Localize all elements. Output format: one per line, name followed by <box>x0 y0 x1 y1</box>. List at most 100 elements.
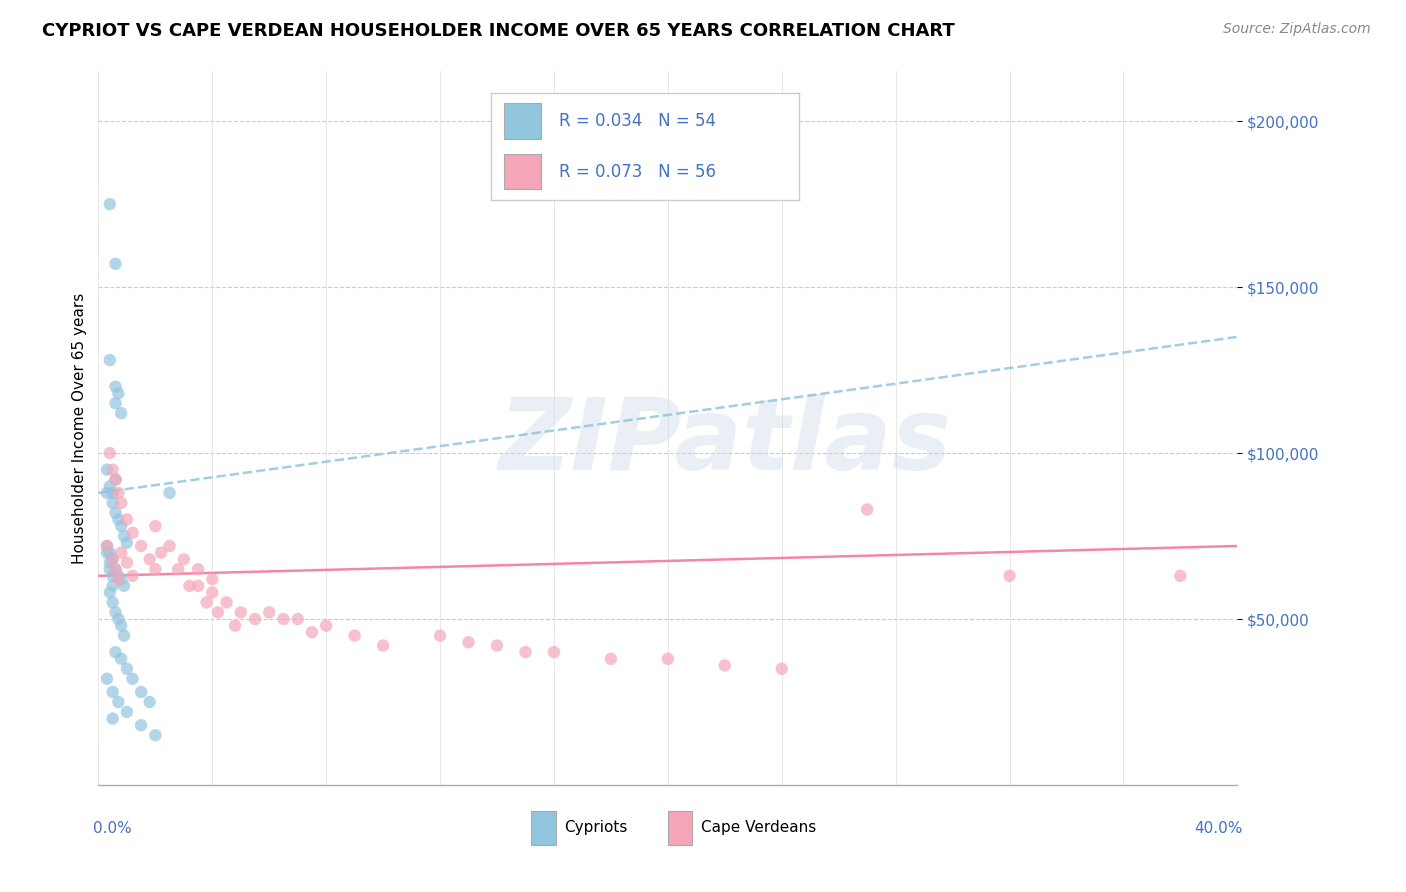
Point <box>107 612 129 626</box>
Point <box>104 379 127 393</box>
Point <box>96 486 118 500</box>
Point <box>167 562 190 576</box>
Point <box>187 579 209 593</box>
Text: 40.0%: 40.0% <box>1195 821 1243 836</box>
Point <box>429 629 451 643</box>
Point <box>104 606 127 620</box>
Text: Source: ZipAtlas.com: Source: ZipAtlas.com <box>1223 22 1371 37</box>
Point <box>98 585 121 599</box>
Point <box>98 353 121 368</box>
Point <box>101 486 124 500</box>
Point <box>129 685 152 699</box>
Point <box>107 695 129 709</box>
Point <box>145 728 167 742</box>
Point <box>1170 569 1192 583</box>
Point <box>110 546 132 560</box>
Point <box>112 529 135 543</box>
Point <box>101 685 124 699</box>
Point <box>515 645 537 659</box>
Point <box>96 539 118 553</box>
Point <box>301 625 323 640</box>
Point <box>201 585 224 599</box>
Point <box>101 579 124 593</box>
Point <box>112 629 135 643</box>
Point <box>101 463 124 477</box>
Point <box>215 595 238 609</box>
Point <box>107 386 129 401</box>
Point <box>856 502 879 516</box>
Y-axis label: Householder Income Over 65 years: Householder Income Over 65 years <box>72 293 87 564</box>
Point <box>121 672 143 686</box>
Point <box>96 463 118 477</box>
Point <box>138 552 160 566</box>
Point <box>104 473 127 487</box>
Point <box>98 446 121 460</box>
Point <box>150 546 173 560</box>
Point <box>98 479 121 493</box>
Point <box>195 595 218 609</box>
Point <box>115 512 138 526</box>
Point <box>101 552 124 566</box>
Point <box>101 595 124 609</box>
Point <box>98 197 121 211</box>
Point <box>101 496 124 510</box>
Point <box>101 712 124 726</box>
Point <box>110 496 132 510</box>
Point <box>770 662 793 676</box>
Point <box>110 652 132 666</box>
Point <box>96 539 118 553</box>
Point <box>115 556 138 570</box>
Point <box>229 606 252 620</box>
Point <box>486 639 509 653</box>
Point <box>112 579 135 593</box>
Point <box>115 662 138 676</box>
Point <box>657 652 679 666</box>
Point <box>98 546 121 560</box>
Point <box>179 579 201 593</box>
Point <box>98 562 121 576</box>
Point <box>96 546 118 560</box>
Point <box>714 658 737 673</box>
Point <box>101 552 124 566</box>
Point <box>224 618 246 632</box>
Point <box>110 572 132 586</box>
Point <box>121 569 143 583</box>
Point <box>107 512 129 526</box>
Point <box>998 569 1021 583</box>
Point <box>543 645 565 659</box>
Point <box>98 556 121 570</box>
Point <box>343 629 366 643</box>
Point <box>104 562 127 576</box>
Point <box>110 618 132 632</box>
Point <box>243 612 266 626</box>
Point <box>104 506 127 520</box>
Point <box>600 652 623 666</box>
Point <box>129 718 152 732</box>
Point <box>373 639 395 653</box>
Point <box>145 562 167 576</box>
Point <box>110 519 132 533</box>
Point <box>115 535 138 549</box>
Point <box>107 569 129 583</box>
Point <box>110 406 132 420</box>
Point <box>315 618 337 632</box>
Point <box>101 569 124 583</box>
Point <box>104 396 127 410</box>
Point <box>104 473 127 487</box>
Text: ZIPatlas: ZIPatlas <box>498 394 952 491</box>
Point <box>207 606 229 620</box>
Point <box>107 572 129 586</box>
Point <box>457 635 479 649</box>
Point <box>187 562 209 576</box>
Point <box>159 486 181 500</box>
Point <box>121 525 143 540</box>
Text: 0.0%: 0.0% <box>93 821 132 836</box>
Point <box>259 606 281 620</box>
Point <box>104 645 127 659</box>
Point <box>287 612 309 626</box>
Text: CYPRIOT VS CAPE VERDEAN HOUSEHOLDER INCOME OVER 65 YEARS CORRELATION CHART: CYPRIOT VS CAPE VERDEAN HOUSEHOLDER INCO… <box>42 22 955 40</box>
Point <box>96 672 118 686</box>
Point <box>115 705 138 719</box>
Point <box>129 539 152 553</box>
Point <box>201 572 224 586</box>
